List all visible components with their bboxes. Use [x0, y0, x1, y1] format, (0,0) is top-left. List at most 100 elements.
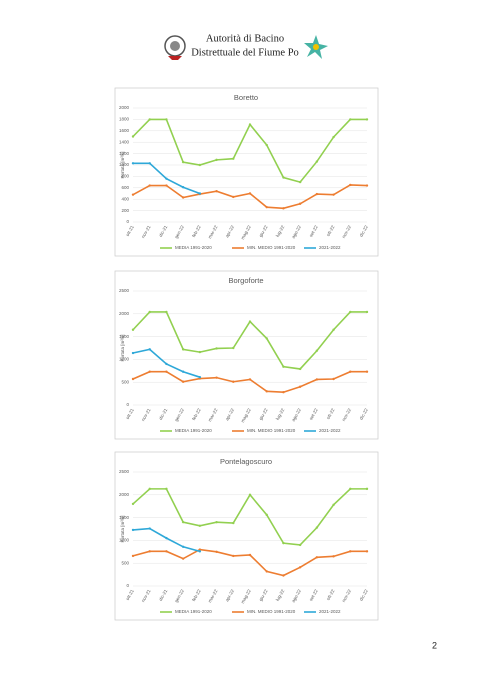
x-tick-label: gen-22 — [174, 224, 186, 239]
data-point — [349, 310, 352, 314]
data-point — [131, 502, 135, 506]
data-point — [148, 487, 151, 491]
header-line: Autorità di Bacino — [206, 33, 284, 44]
x-tick-label: nov-22 — [341, 224, 352, 239]
data-point — [232, 346, 235, 350]
y-tick-label: 1400 — [119, 139, 130, 144]
data-point — [148, 550, 151, 553]
chart-title: Borgoforte — [228, 276, 263, 285]
data-point — [315, 378, 319, 381]
data-point — [248, 192, 252, 195]
data-point — [148, 310, 151, 314]
data-point — [282, 176, 285, 179]
data-point — [165, 177, 168, 180]
data-point — [198, 550, 202, 553]
data-point — [315, 526, 319, 529]
data-point — [131, 328, 135, 331]
data-point — [181, 545, 185, 548]
legend-label: MEDIA 1991-2020 — [175, 245, 212, 250]
data-point — [232, 195, 235, 199]
data-point — [165, 362, 168, 366]
x-tick-label: dic-21 — [158, 588, 169, 602]
y-axis-label: Portata [m³/s] — [120, 151, 125, 178]
data-point — [298, 385, 302, 388]
x-tick-label: giu-22 — [258, 224, 269, 238]
y-tick-label: 600 — [121, 185, 129, 190]
data-point — [248, 493, 252, 496]
x-tick-label: ott-22 — [325, 224, 335, 237]
chart-title: Boretto — [234, 93, 258, 102]
x-tick-label: nov-21 — [140, 407, 151, 422]
data-point — [181, 380, 185, 383]
data-point — [349, 487, 352, 491]
legend-label: 2021-2022 — [319, 428, 341, 433]
data-point — [265, 337, 268, 340]
data-point — [165, 487, 168, 491]
y-axis-label: Portata [m³/s] — [120, 515, 125, 542]
data-point — [215, 520, 218, 524]
data-point — [298, 543, 302, 547]
data-point — [298, 566, 302, 569]
x-tick-label: giu-22 — [258, 407, 269, 421]
data-point — [332, 555, 335, 558]
x-tick-label: dic-22 — [358, 588, 369, 602]
x-tick-label: apr-22 — [224, 588, 235, 602]
y-tick-label: 1500 — [119, 515, 130, 520]
data-point — [131, 135, 135, 138]
y-tick-label: 500 — [121, 379, 129, 384]
data-point — [232, 521, 235, 525]
data-point — [148, 118, 151, 121]
data-point — [349, 118, 352, 121]
x-tick-label: lug-22 — [275, 588, 286, 602]
data-point — [265, 205, 268, 209]
y-tick-label: 1000 — [119, 162, 130, 167]
data-point — [265, 513, 268, 517]
data-point — [131, 528, 135, 532]
data-point — [198, 192, 202, 195]
y-tick-label: 1000 — [119, 357, 130, 362]
data-point — [332, 193, 335, 196]
data-point — [265, 390, 268, 393]
data-point — [315, 349, 319, 352]
y-tick-label: 800 — [121, 174, 129, 179]
chart-frame — [114, 270, 379, 440]
x-tick-label: ago-22 — [291, 407, 303, 422]
x-tick-label: ott-21 — [125, 224, 135, 237]
data-point — [248, 320, 252, 323]
star-logo — [304, 35, 328, 59]
legend-label: 2021-2022 — [319, 609, 341, 614]
y-tick-label: 2500 — [119, 469, 130, 474]
data-point — [165, 310, 168, 314]
y-tick-label: 1200 — [119, 151, 130, 156]
x-tick-label: lug-22 — [275, 407, 286, 421]
chart-title: Pontelagoscuro — [220, 457, 272, 466]
x-tick-label: feb-22 — [191, 588, 202, 602]
x-tick-label: nov-21 — [140, 588, 151, 603]
data-point — [198, 524, 202, 528]
data-point — [148, 370, 151, 373]
y-tick-label: 200 — [121, 208, 129, 213]
x-tick-label: mar-22 — [207, 224, 219, 239]
x-tick-label: dic-21 — [158, 407, 169, 421]
y-tick-label: 1000 — [119, 538, 130, 543]
x-tick-label: set-22 — [308, 224, 319, 238]
x-tick-label: set-22 — [308, 588, 319, 602]
x-tick-label: apr-22 — [224, 224, 235, 238]
legend-label: MEDIA 1991-2020 — [175, 428, 212, 433]
data-point — [298, 367, 302, 371]
y-tick-label: 1500 — [119, 334, 130, 339]
data-point — [365, 550, 369, 553]
data-point — [215, 158, 218, 162]
legend-label: MIN. MEDIO 1991-2020 — [247, 428, 296, 433]
data-point — [365, 487, 369, 491]
data-point — [282, 574, 285, 577]
data-point — [215, 550, 218, 553]
y-tick-label: 2500 — [119, 288, 130, 293]
data-point — [165, 184, 168, 187]
data-point — [349, 183, 352, 187]
data-point — [215, 190, 218, 193]
x-tick-label: mar-22 — [207, 588, 219, 603]
data-point — [181, 370, 185, 373]
x-tick-label: apr-22 — [224, 407, 235, 421]
